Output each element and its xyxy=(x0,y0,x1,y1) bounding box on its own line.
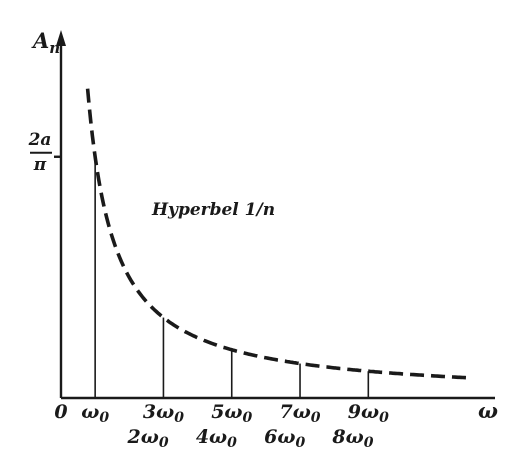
hyperbola-curve xyxy=(85,88,471,380)
origin-label: 0 xyxy=(54,401,67,423)
curve-label: Hyperbel 1/n xyxy=(151,200,275,220)
x-tick-label-5: 5ω0 xyxy=(211,401,252,426)
y-axis-label: An xyxy=(31,28,60,57)
spectral-lines xyxy=(94,156,370,398)
x-axis-label: ω xyxy=(478,398,498,423)
x-tick-label-8: 8ω0 xyxy=(331,426,373,451)
hyperbola-curve-group xyxy=(85,88,471,380)
x-tick-label-2: 2ω0 xyxy=(127,426,169,451)
y-tick-numerator: 2a xyxy=(28,130,52,150)
axis-labels: 0 ω0 3ω0 5ω0 7ω0 9ω0 2ω0 4ω0 6ω0 8ω0 ω An 2a π Hyperbe… xyxy=(28,28,498,451)
x-tick-label-4: 4ω0 xyxy=(196,426,237,451)
axes xyxy=(54,30,495,400)
x-tick-label-9: 9ω0 xyxy=(348,401,389,426)
y-tick-denominator: π xyxy=(33,155,47,175)
x-tick-label-3: 3ω0 xyxy=(143,401,184,426)
x-tick-label-6: 6ω0 xyxy=(264,426,305,451)
y-axis-arrow xyxy=(56,30,66,46)
x-tick-label-1: ω0 xyxy=(81,401,109,426)
x-tick-label-7: 7ω0 xyxy=(279,401,320,426)
